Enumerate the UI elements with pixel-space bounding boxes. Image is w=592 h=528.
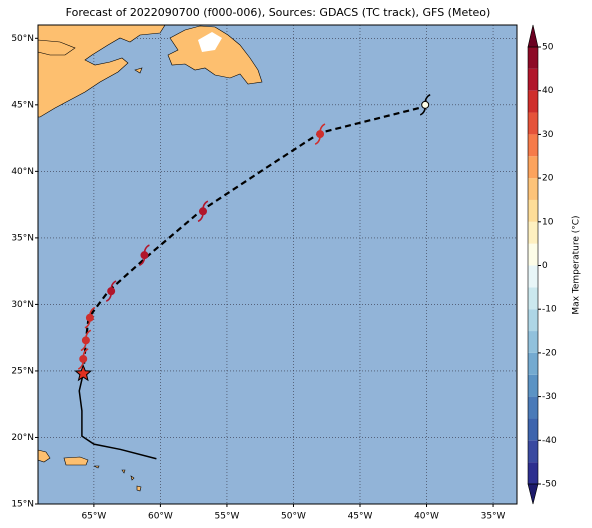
storm-marker xyxy=(314,123,326,145)
storm-arm xyxy=(80,329,92,352)
colorbar-tick-label: 40 xyxy=(542,86,554,96)
colorbar-bin xyxy=(528,352,538,375)
storm-arm xyxy=(105,280,117,302)
x-tick-label: 60°W xyxy=(148,512,173,522)
storm-core xyxy=(81,336,90,345)
colorbar-tick-label: -40 xyxy=(542,436,557,446)
past-track xyxy=(78,373,157,460)
land xyxy=(37,24,263,492)
x-tick-label: 65°W xyxy=(81,512,106,522)
colorbar-tick-label: 0 xyxy=(542,261,548,271)
land-mass xyxy=(93,67,143,492)
y-tick-label: 15°N xyxy=(11,500,34,510)
x-tick-label: 50°W xyxy=(281,512,306,522)
storm-core xyxy=(140,251,149,260)
storm-arm xyxy=(419,94,431,116)
colorbar-bin xyxy=(528,199,538,222)
x-tick-label: 35°W xyxy=(481,512,506,522)
forecast-track xyxy=(82,105,427,374)
colorbar-tick-label: 20 xyxy=(542,174,554,184)
storm-marker xyxy=(80,329,92,352)
x-tick-label: 40°W xyxy=(414,512,439,522)
colorbar-bin xyxy=(528,462,538,484)
colorbar-bin xyxy=(528,90,538,113)
storm-arm xyxy=(84,306,96,329)
x-tick-label: 55°W xyxy=(215,512,240,522)
storm-core xyxy=(79,354,88,363)
y-tick-label: 35°N xyxy=(11,233,34,243)
storm-arm xyxy=(197,200,209,223)
ocean xyxy=(38,25,517,504)
colorbar-bin xyxy=(528,265,538,288)
current-position xyxy=(74,364,93,382)
colorbar: -50 -40 -30 -20 -10 0 10 20 30 40 50 xyxy=(527,24,557,505)
colorbar-bin xyxy=(528,440,538,463)
colorbar-tick-label: -50 xyxy=(542,480,557,490)
y-tick-label: 20°N xyxy=(11,433,34,443)
colorbar-bin xyxy=(528,68,538,91)
storm-core xyxy=(198,207,207,216)
y-tick-label: 50°N xyxy=(11,34,34,44)
colorbar-tick-label: 30 xyxy=(542,130,554,140)
colorbar-bin xyxy=(528,331,538,353)
colorbar-bin xyxy=(528,134,538,157)
colorbar-bin xyxy=(528,47,538,69)
map-area xyxy=(37,24,518,505)
tracks xyxy=(74,94,431,460)
storm-marker xyxy=(84,306,96,329)
storm-arm xyxy=(139,244,150,266)
land-mass xyxy=(63,456,89,466)
colorbar-bin xyxy=(528,396,538,419)
colorbar-label: Max Temperature (°C) xyxy=(572,215,582,314)
chart-title: Forecast of 2022090700 (f000-006), Sourc… xyxy=(66,6,491,19)
storm-marker xyxy=(419,94,431,116)
colorbar-bin xyxy=(528,221,538,244)
storm-core xyxy=(421,100,430,109)
map-frame xyxy=(37,24,518,505)
storm-core xyxy=(316,130,325,139)
colorbar-bin xyxy=(528,309,538,332)
storm-arm xyxy=(314,123,326,145)
colorbar-bin xyxy=(528,287,538,310)
colorbar-extend xyxy=(527,24,539,48)
storm-arm xyxy=(77,348,89,370)
colorbar-tick-label: -20 xyxy=(542,348,557,358)
x-tick-label: 45°W xyxy=(348,512,373,522)
colorbar-tick-label: 50 xyxy=(542,43,554,53)
colorbar-bin xyxy=(528,374,538,397)
storm-marker xyxy=(105,280,117,302)
y-tick-label: 25°N xyxy=(11,366,34,376)
colorbar-tick-label: -30 xyxy=(542,392,557,402)
y-tick-label: 40°N xyxy=(11,167,34,177)
colorbar-bin xyxy=(528,112,538,135)
land-mass xyxy=(167,25,263,85)
storm-marker xyxy=(77,348,89,370)
colorbar-bin xyxy=(528,178,538,200)
y-tick-label: 30°N xyxy=(11,300,34,310)
storm-core xyxy=(107,287,116,296)
colorbar-bin xyxy=(528,156,538,179)
storm-marker xyxy=(139,244,150,266)
colorbar-tick-label: 10 xyxy=(542,217,554,227)
storm-marker xyxy=(197,200,209,223)
snow xyxy=(198,32,222,52)
colorbar-extend xyxy=(527,483,539,505)
colorbar-bin xyxy=(528,243,538,266)
storm-core xyxy=(85,313,94,322)
colorbar-tick-label: -10 xyxy=(542,305,557,315)
colorbar-bin xyxy=(528,418,538,441)
y-tick-label: 45°N xyxy=(11,100,34,110)
